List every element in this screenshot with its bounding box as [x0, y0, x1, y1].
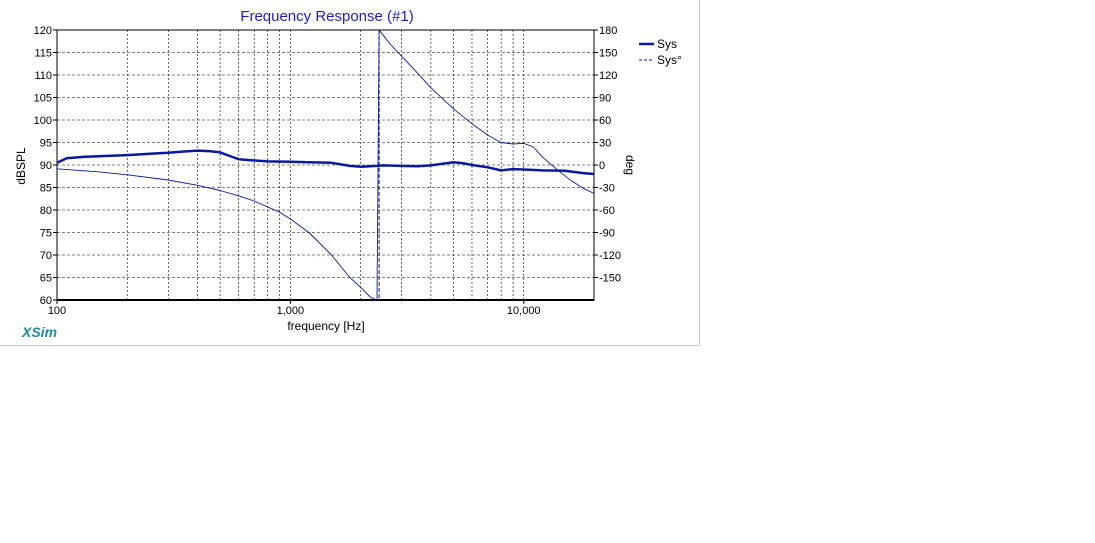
x-tick-label: 1,000 [277, 305, 305, 317]
y-tick-label: 100 [34, 115, 52, 127]
y-tick-label: 80 [40, 205, 52, 217]
y-tick-label: 70 [40, 250, 52, 262]
y-tick-label: 120 [34, 25, 52, 37]
y2-tick-label: 0 [599, 160, 605, 172]
xsim-logo: XSim [21, 324, 57, 340]
chart-panel: Frequency Response (#1) 60 65 70 75 80 85 90 95… [0, 0, 700, 346]
y-tick-label: 90 [40, 160, 52, 172]
y2-tick-label: -120 [599, 250, 621, 262]
series-layer [56, 29, 595, 301]
y2-tick-label: 150 [599, 48, 617, 60]
frequency-response-chart: Frequency Response (#1) 60 65 70 75 80 85 90 95… [14, 8, 682, 340]
y2-tick-label: 90 [599, 93, 611, 105]
series-line-sys [56, 149, 595, 176]
y2-tick-label: -30 [599, 183, 615, 195]
y2-tick-label: 60 [599, 115, 611, 127]
y-tick-label: 105 [34, 93, 52, 105]
axis-layer: 60 65 70 75 80 85 90 95 100 105 110 115 120 -150 -120 -… [34, 25, 621, 317]
y-tick-label: 115 [34, 48, 52, 60]
x-tick-label: 100 [48, 305, 66, 317]
y-tick-label: 60 [40, 295, 52, 307]
y-tick-label: 85 [40, 183, 52, 195]
y-tick-label: 110 [34, 70, 52, 82]
y2-tick-label: -90 [599, 228, 615, 240]
x-tick-label: 10,000 [507, 305, 541, 317]
legend-label-sys: Sys [657, 37, 677, 51]
y2-tick-label: -150 [599, 273, 621, 285]
x-axis-title: frequency [Hz] [287, 319, 364, 333]
y2-tick-label: 180 [599, 25, 617, 37]
chart-title: Frequency Response (#1) [240, 8, 413, 25]
y2-tick-label: 120 [599, 70, 617, 82]
y-tick-label: 95 [40, 138, 52, 150]
legend: Sys Sys° [639, 37, 682, 67]
legend-label-sys-phase: Sys° [657, 53, 682, 67]
y2-tick-label: 30 [599, 138, 611, 150]
y2-axis-title: deg [623, 155, 637, 175]
y-tick-label: 65 [40, 273, 52, 285]
y-axis-title: dBSPL [14, 147, 28, 185]
y-tick-label: 75 [40, 228, 52, 240]
grid-layer [57, 30, 594, 300]
y2-tick-label: -60 [599, 205, 615, 217]
